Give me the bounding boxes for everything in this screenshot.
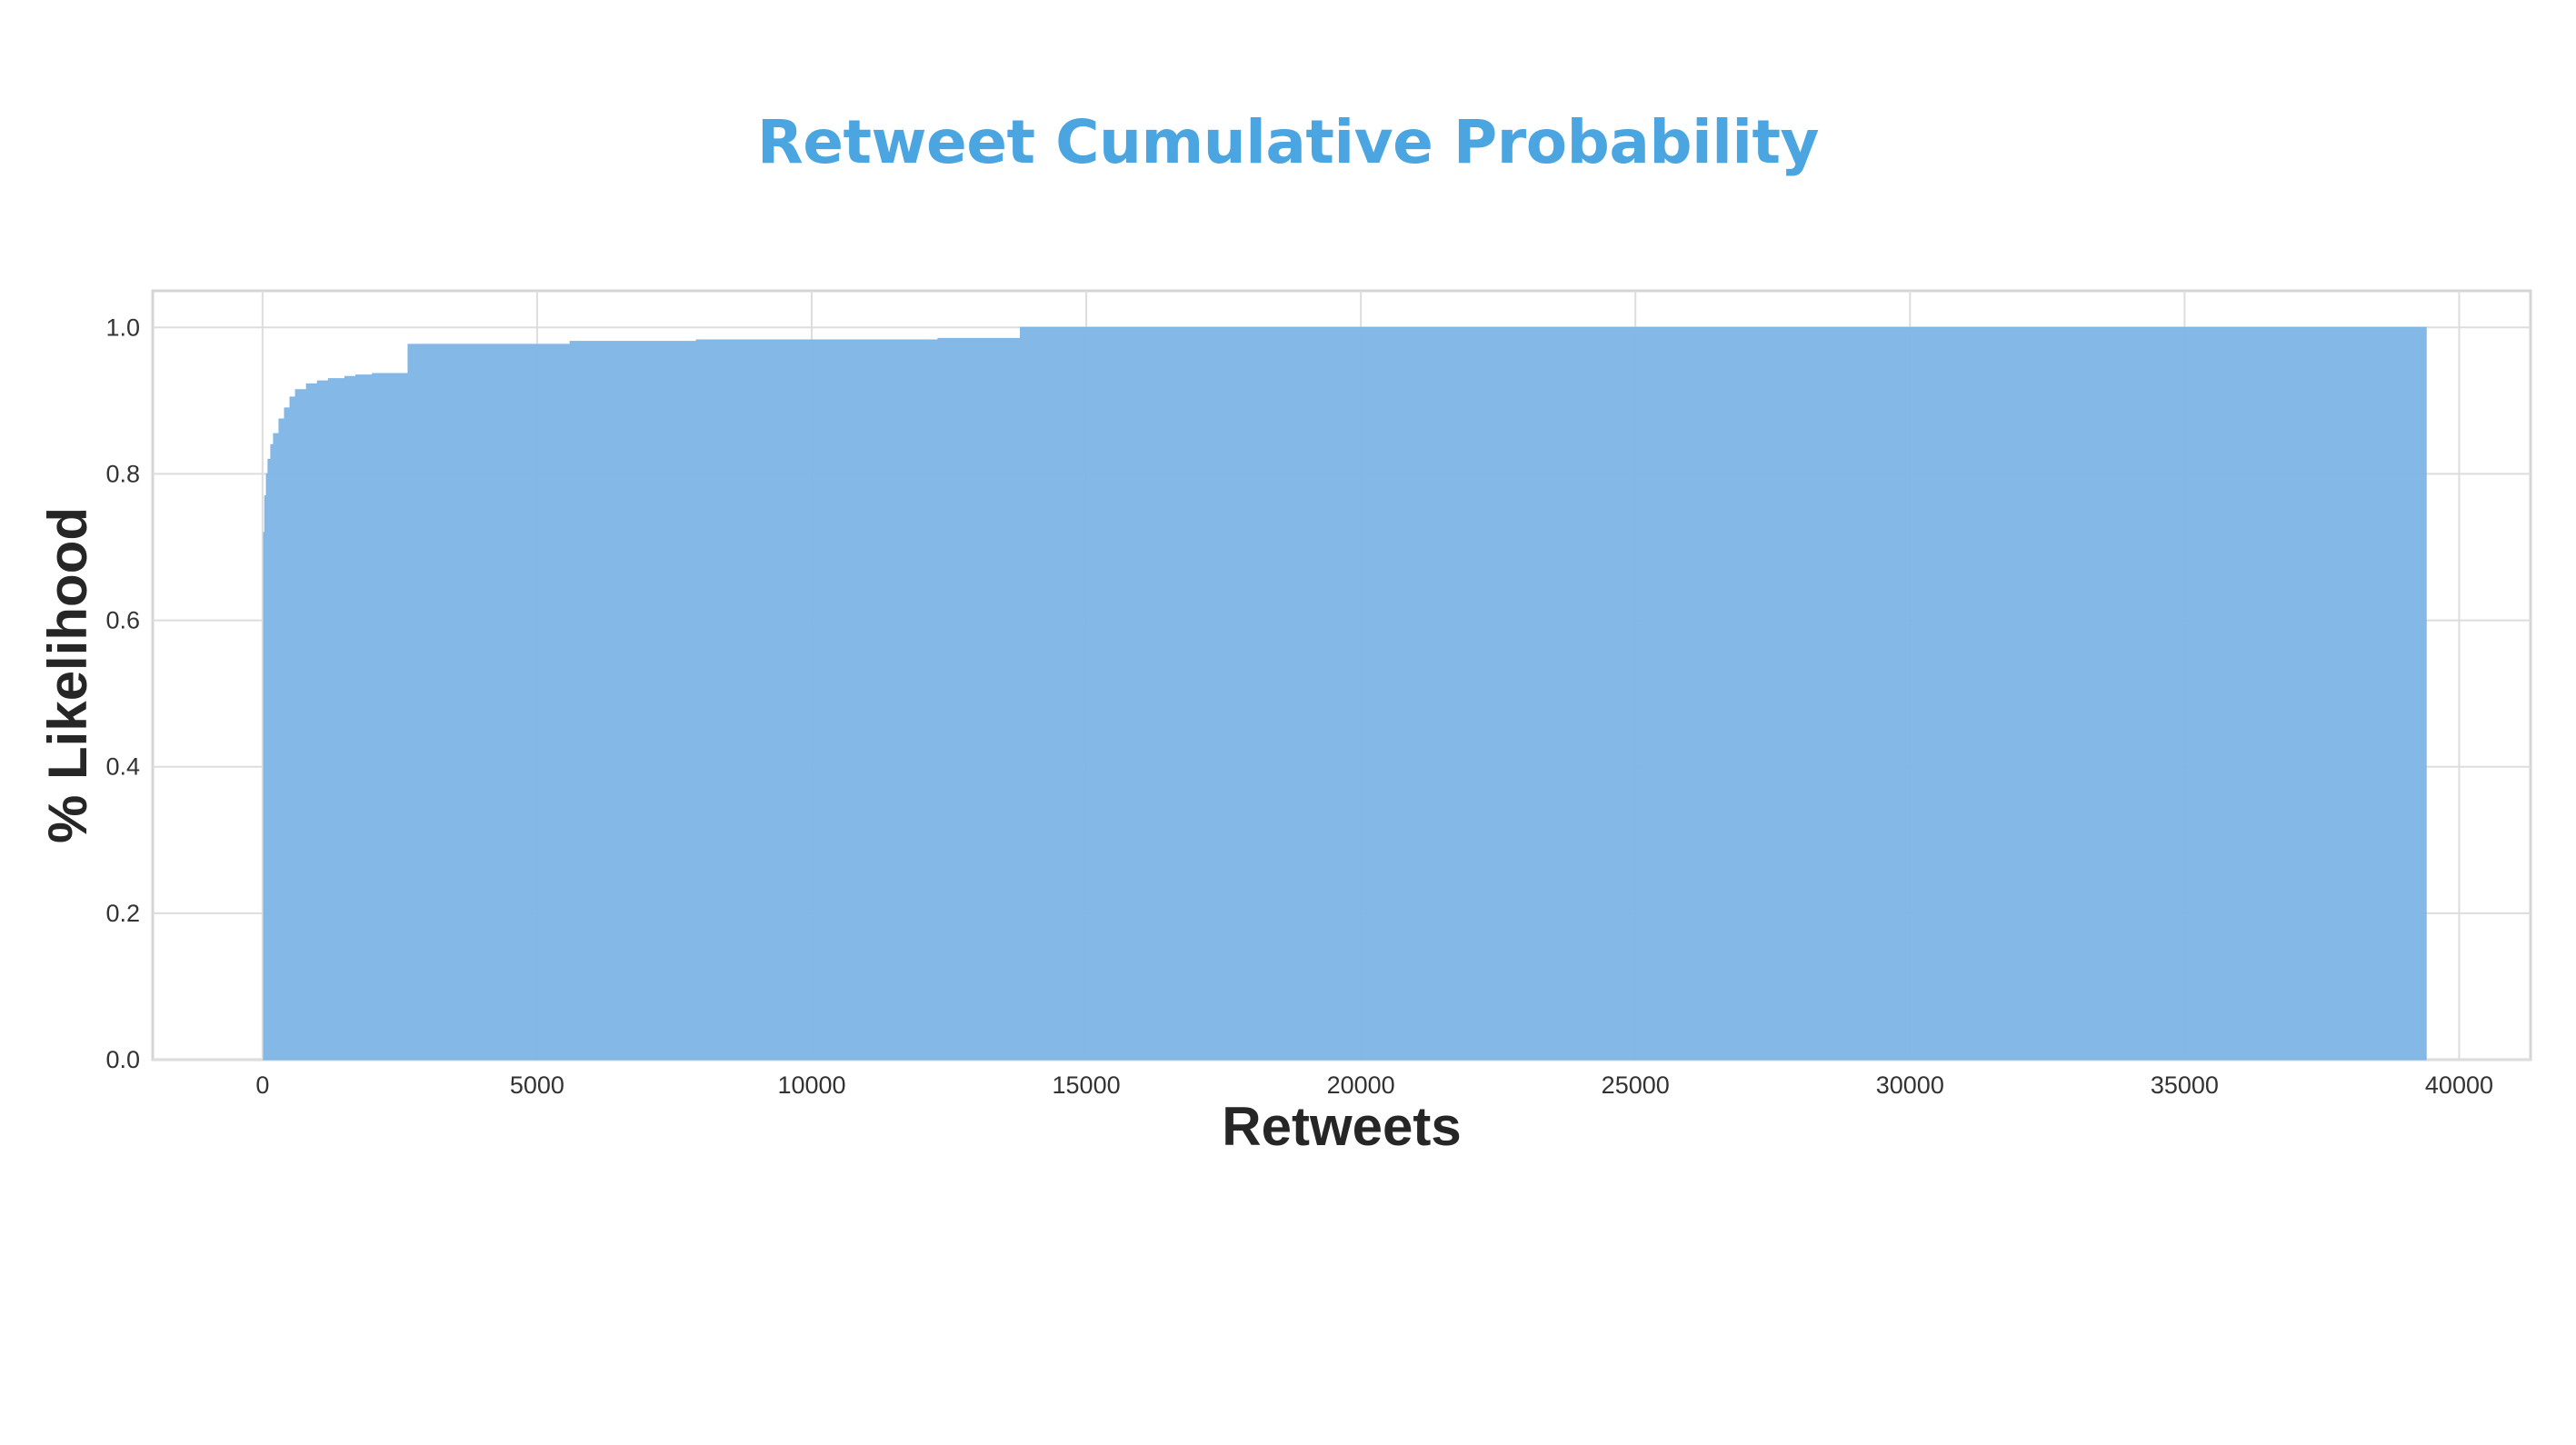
y-tick-label: 0.4 <box>105 753 140 781</box>
y-tick-label: 0.0 <box>105 1046 140 1073</box>
x-tick-label: 0 <box>255 1071 269 1099</box>
chart-title: Retweet Cumulative Probability <box>756 107 1820 177</box>
y-tick-label: 1.0 <box>105 314 140 341</box>
y-axis-label: % Likelihood <box>37 507 98 843</box>
x-axis-label: Retweets <box>1222 1096 1461 1157</box>
x-tick-label: 15000 <box>1053 1071 1121 1099</box>
x-tick-labels: 0 5000 10000 15000 20000 25000 30000 35000 40000 <box>255 1071 2493 1099</box>
x-tick-label: 40000 <box>2425 1071 2493 1099</box>
x-tick-label: 5000 <box>510 1071 564 1099</box>
x-tick-label: 30000 <box>1876 1071 1944 1099</box>
x-tick-label: 35000 <box>2151 1071 2219 1099</box>
y-tick-labels: 0.0 0.2 0.4 0.6 0.8 1.0 <box>105 314 140 1073</box>
area-series <box>262 326 2427 1061</box>
y-tick-label: 0.6 <box>105 607 140 634</box>
x-tick-label: 25000 <box>1602 1071 1670 1099</box>
x-tick-label: 10000 <box>777 1071 845 1099</box>
x-tick-label: 20000 <box>1327 1071 1395 1099</box>
cumulative-area <box>262 326 2427 1061</box>
y-tick-label: 0.2 <box>105 900 140 927</box>
y-tick-label: 0.8 <box>105 460 140 487</box>
